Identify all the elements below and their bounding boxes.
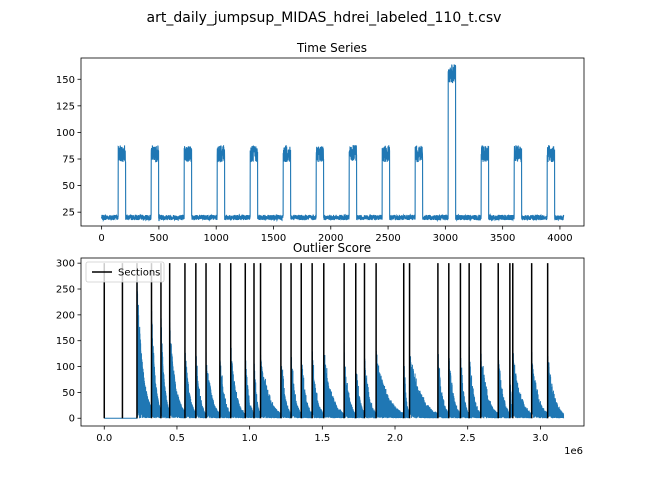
legend-sections-label: Sections — [118, 268, 160, 279]
outlier-score-y-tick-label: 250 — [56, 285, 75, 296]
outlier-score-frame — [80, 257, 585, 427]
outlier-score-x-tick-label: 0.5 — [169, 433, 185, 444]
outlier-score-plot-area — [103, 263, 565, 419]
outlier-score-x-tick-label: 2.0 — [387, 433, 403, 444]
outlier-score-y-tick-label: 150 — [56, 336, 75, 347]
time-series-y-tick-label: 100 — [56, 128, 75, 139]
outlier-score-x-scale-label: 1e6 — [564, 446, 583, 457]
time-series-y-tick-label: 25 — [62, 208, 75, 219]
outlier-score-y-tick-label: 300 — [56, 259, 75, 270]
time-series-line — [101, 64, 565, 223]
outlier-score-x-tick-label: 3.0 — [532, 433, 548, 444]
time-series-y-tick-label: 125 — [56, 101, 75, 112]
figure-suptitle: art_daily_jumpsup_MIDAS_hdrei_labeled_11… — [147, 10, 502, 26]
outlier-score-x-tick-label: 2.5 — [460, 433, 476, 444]
outlier-score-y-tick-label: 100 — [56, 362, 75, 373]
outlier-score-y-ticks: 0 50 100 150 200 250 300 — [56, 259, 81, 425]
outlier-score-y-tick-label: 0 — [69, 414, 75, 425]
time-series-title: Time Series — [296, 41, 367, 55]
outlier-score-title: Outlier Score — [293, 241, 371, 255]
legend-box — [85, 261, 165, 283]
time-series-x-tick-label: 0 — [98, 233, 104, 244]
time-series-x-ticks: 0 500 1000 1500 2000 2500 3000 3500 4000 — [98, 226, 573, 244]
time-series-x-tick-label: 1500 — [261, 233, 286, 244]
time-series-x-tick-label: 3500 — [490, 233, 515, 244]
time-series-y-tick-label: 75 — [62, 155, 75, 166]
time-series-plot-area — [101, 64, 565, 223]
time-series-x-tick-label: 500 — [149, 233, 168, 244]
outlier-score-axes: Outlier Score 0.0 0.5 1.0 1.5 2.0 2.5 3.0 0 50 1… — [56, 241, 585, 457]
outlier-score-y-tick-label: 200 — [56, 310, 75, 321]
time-series-x-tick-label: 2000 — [318, 233, 343, 244]
outlier-score-x-tick-label: 1.0 — [242, 433, 258, 444]
time-series-x-tick-label: 2500 — [375, 233, 400, 244]
outlier-score-x-tick-label: 1.5 — [314, 433, 330, 444]
outlier-score-y-tick-label: 50 — [62, 388, 75, 399]
time-series-y-ticks: 25 50 75 100 125 150 — [56, 75, 81, 219]
outlier-score-x-tick-label: 0.0 — [96, 433, 112, 444]
time-series-y-tick-label: 50 — [62, 181, 75, 192]
time-series-x-tick-label: 1000 — [203, 233, 228, 244]
outlier-score-x-ticks: 0.0 0.5 1.0 1.5 2.0 2.5 3.0 — [96, 426, 548, 444]
time-series-x-tick-label: 4000 — [547, 233, 572, 244]
time-series-y-tick-label: 150 — [56, 75, 75, 86]
time-series-axes: Time Series 0 500 1000 1500 2000 2500 3000 3500… — [56, 41, 585, 244]
time-series-frame — [80, 57, 585, 227]
sections-legend: Sections — [85, 261, 165, 283]
time-series-x-tick-label: 3000 — [433, 233, 458, 244]
outlier-score-line — [104, 275, 565, 419]
